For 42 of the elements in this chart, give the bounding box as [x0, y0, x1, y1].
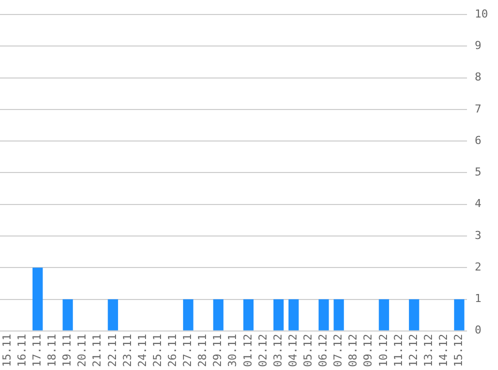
x-tick-label: 06.12: [316, 334, 330, 368]
y-tick-label: 6: [474, 134, 482, 147]
x-tick-label: 28.11: [196, 334, 210, 368]
x-tick-label: 20.11: [76, 334, 89, 368]
x-tick-label: 16.11: [15, 334, 28, 368]
x-tick-label: 08.12: [346, 334, 360, 368]
x-tick-label: 09.12: [362, 334, 375, 368]
x-tick-label: 29.11: [211, 334, 224, 368]
x-tick-label: 27.11: [181, 334, 194, 368]
x-tick-label: 30.11: [226, 334, 240, 368]
x-tick-label: 14.12: [437, 334, 450, 368]
y-tick-label: 1: [474, 292, 482, 306]
x-tick-label: 19.11: [60, 334, 74, 368]
y-tick-label: 10: [474, 7, 488, 20]
x-tick-label: 17.11: [30, 334, 44, 368]
x-tick-label: 15.11: [0, 334, 14, 368]
x-tick-label: 26.11: [166, 334, 180, 368]
y-tick-label: 9: [474, 39, 482, 52]
y-tick-label: 3: [474, 228, 482, 242]
x-tick-label: 01.12: [241, 334, 254, 368]
x-tick-label: 15.12: [452, 334, 466, 368]
x-tick-label: 04.12: [286, 334, 300, 368]
x-tick-label: 18.11: [46, 334, 59, 368]
y-tick-label: 2: [474, 260, 482, 274]
x-tick-label: 25.11: [150, 334, 164, 368]
x-tick-label: 10.12: [376, 334, 390, 368]
y-tick-label: 8: [474, 70, 482, 84]
x-tick-label: 23.11: [120, 334, 134, 368]
x-tick-label: 21.11: [90, 334, 104, 368]
y-tick-label: 5: [474, 166, 482, 179]
x-tick-label: 02.12: [256, 334, 270, 368]
x-tick-label: 13.12: [422, 334, 435, 368]
y-tick-label: 0: [474, 324, 482, 337]
x-tick-label: 12.12: [406, 334, 420, 368]
x-tick-label: 11.12: [392, 334, 405, 368]
x-tick-label: 22.11: [106, 334, 119, 368]
x-tick-label: 07.12: [332, 334, 345, 368]
x-tick-label: 05.12: [302, 334, 315, 368]
x-tick-label: 03.12: [271, 334, 284, 368]
y-tick-label: 4: [474, 197, 482, 210]
y-tick-label: 7: [474, 102, 482, 116]
x-tick-label: 24.11: [136, 334, 149, 368]
